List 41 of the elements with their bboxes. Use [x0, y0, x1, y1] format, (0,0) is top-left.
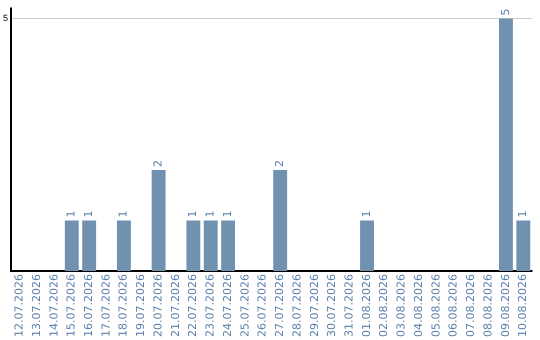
x-tick-label: 05.08.2026: [429, 274, 442, 338]
data-label: 1: [220, 210, 234, 218]
x-tick-label: 06.08.2026: [446, 274, 460, 338]
data-label: 2: [151, 160, 164, 168]
x-tick-label: 08.08.2026: [481, 274, 494, 338]
x-tick-label: 18.07.2026: [116, 274, 130, 338]
x-tick-label: 15.07.2026: [64, 274, 78, 338]
x-tick-label: 09.08.2026: [498, 274, 512, 338]
x-tick-label: 29.07.2026: [308, 274, 321, 338]
data-label: 1: [516, 210, 530, 218]
data-label: 1: [204, 210, 217, 218]
x-tick-label: 07.08.2026: [464, 274, 478, 338]
x-tick-label: 27.07.2026: [273, 274, 286, 338]
x-tick-label: 23.07.2026: [204, 274, 217, 338]
data-label: 5: [498, 8, 512, 16]
x-tick-label: 28.07.2026: [290, 274, 304, 338]
data-label: 1: [186, 210, 200, 218]
x-tick-label: 22.07.2026: [186, 274, 200, 338]
x-tick-label: 21.07.2026: [168, 274, 182, 338]
x-tick-label: 12.07.2026: [12, 274, 26, 338]
x-tick-label: 13.07.2026: [30, 274, 43, 338]
x-tick-label: 14.07.2026: [47, 274, 60, 338]
x-tick-label: 10.08.2026: [516, 274, 530, 338]
x-tick-label: 03.08.2026: [394, 274, 408, 338]
x-tick-label: 30.07.2026: [325, 274, 338, 338]
x-tick-label: 19.07.2026: [134, 274, 148, 338]
data-label: 1: [116, 210, 130, 218]
data-label: 1: [64, 210, 78, 218]
x-tick-label: 31.07.2026: [342, 274, 356, 338]
x-tick-label: 25.07.2026: [238, 274, 252, 338]
x-tick-label: 16.07.2026: [82, 274, 96, 338]
x-tick-label: 04.08.2026: [412, 274, 425, 338]
data-label: 2: [273, 160, 286, 168]
x-tick-label: 26.07.2026: [256, 274, 269, 338]
x-tick-label: 01.08.2026: [360, 274, 373, 338]
data-label: 1: [360, 210, 373, 218]
x-tick-label: 02.08.2026: [377, 274, 390, 338]
x-tick-label: 24.07.2026: [220, 274, 234, 338]
x-tick-label: 17.07.2026: [99, 274, 112, 338]
x-tick-label: 20.07.2026: [151, 274, 164, 338]
data-label: 1: [82, 210, 96, 218]
